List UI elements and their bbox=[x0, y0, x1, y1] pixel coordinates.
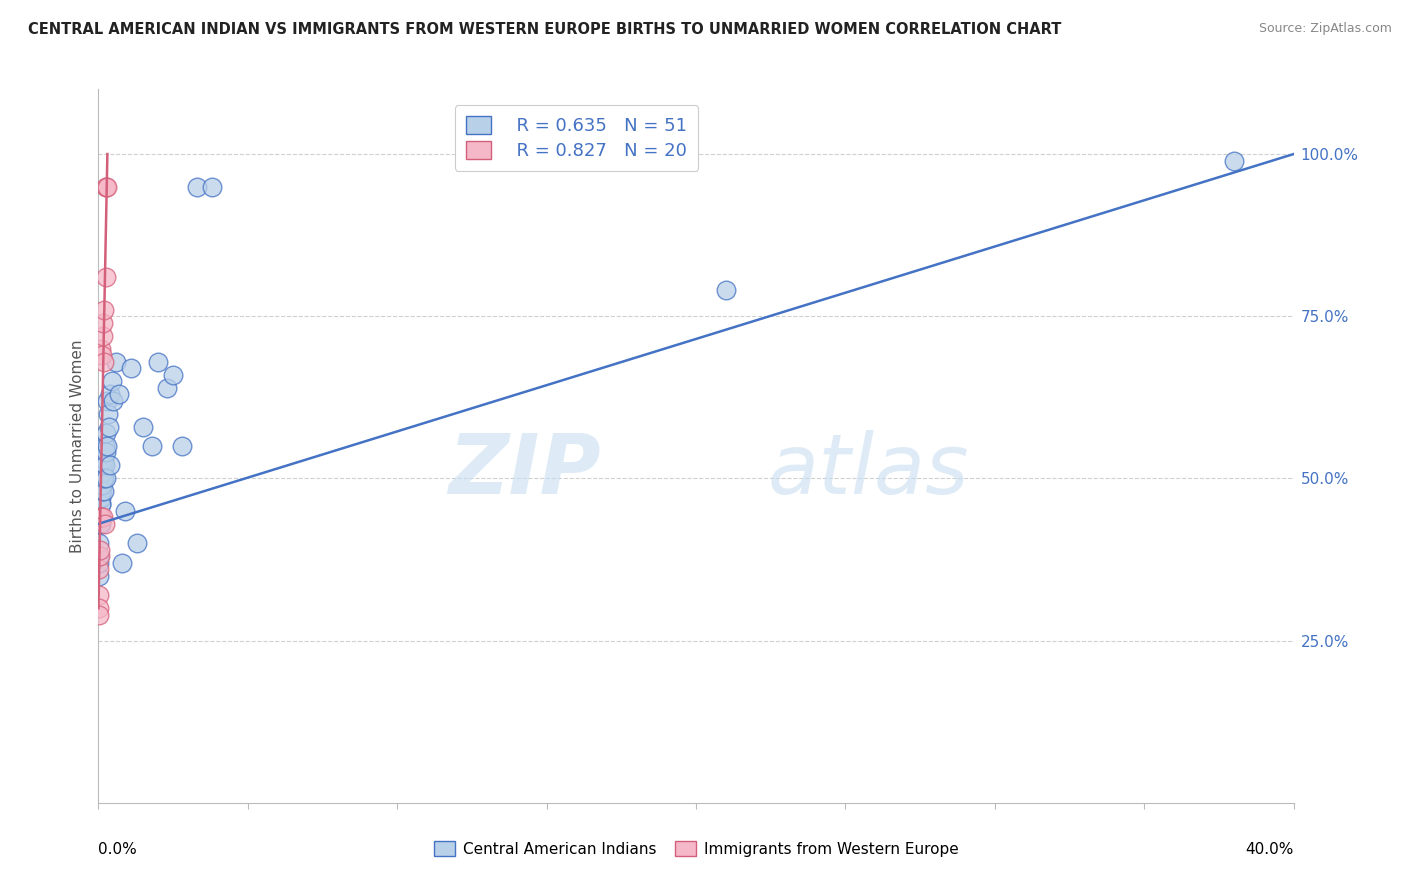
Point bbox=[120, 361, 142, 376]
Point bbox=[90, 510, 112, 524]
Text: ZIP: ZIP bbox=[447, 431, 600, 511]
Point bbox=[94, 458, 117, 473]
Point bbox=[94, 439, 117, 453]
Point bbox=[94, 471, 117, 485]
Point bbox=[89, 542, 111, 557]
Point bbox=[89, 497, 111, 511]
Point bbox=[97, 407, 120, 421]
Point bbox=[89, 549, 111, 564]
Point bbox=[108, 387, 131, 401]
Point bbox=[96, 179, 118, 194]
Point bbox=[114, 504, 136, 518]
Point bbox=[90, 510, 112, 524]
Point bbox=[186, 179, 208, 194]
Point bbox=[87, 601, 110, 615]
Point bbox=[90, 342, 112, 356]
Point bbox=[105, 354, 128, 368]
Point bbox=[89, 510, 111, 524]
Text: 0.0%: 0.0% bbox=[98, 842, 138, 857]
Point bbox=[96, 445, 118, 459]
Point bbox=[91, 510, 114, 524]
Point bbox=[127, 536, 149, 550]
Point bbox=[100, 387, 122, 401]
Point bbox=[93, 452, 115, 467]
Point bbox=[91, 471, 114, 485]
Point bbox=[93, 302, 115, 317]
Legend: Central American Indians, Immigrants from Western Europe: Central American Indians, Immigrants fro… bbox=[427, 835, 965, 863]
Point bbox=[100, 458, 122, 473]
Text: 40.0%: 40.0% bbox=[1246, 842, 1294, 857]
Point bbox=[96, 393, 118, 408]
Point bbox=[87, 556, 110, 570]
Point bbox=[96, 179, 118, 194]
Point bbox=[90, 516, 112, 531]
Point bbox=[201, 179, 224, 194]
Point bbox=[91, 458, 114, 473]
Point bbox=[156, 381, 179, 395]
Text: atlas: atlas bbox=[768, 431, 969, 511]
Text: CENTRAL AMERICAN INDIAN VS IMMIGRANTS FROM WESTERN EUROPE BIRTHS TO UNMARRIED WO: CENTRAL AMERICAN INDIAN VS IMMIGRANTS FR… bbox=[28, 22, 1062, 37]
Point bbox=[94, 425, 117, 440]
Point bbox=[1223, 153, 1246, 168]
Point bbox=[87, 549, 110, 564]
Point bbox=[94, 270, 117, 285]
Point bbox=[91, 478, 114, 492]
Point bbox=[93, 465, 115, 479]
Point bbox=[91, 328, 114, 343]
Point bbox=[96, 439, 118, 453]
Point bbox=[89, 510, 111, 524]
Point bbox=[93, 484, 115, 499]
Point bbox=[103, 393, 125, 408]
Text: Source: ZipAtlas.com: Source: ZipAtlas.com bbox=[1258, 22, 1392, 36]
Point bbox=[714, 283, 737, 297]
Point bbox=[87, 588, 110, 602]
Point bbox=[93, 354, 115, 368]
Point bbox=[91, 458, 114, 473]
Point bbox=[89, 516, 111, 531]
Point bbox=[132, 419, 155, 434]
Point bbox=[97, 419, 120, 434]
Point bbox=[91, 471, 114, 485]
Point bbox=[89, 607, 111, 622]
Point bbox=[162, 368, 184, 382]
Point bbox=[91, 484, 114, 499]
Point bbox=[101, 374, 124, 388]
Point bbox=[91, 348, 114, 362]
Point bbox=[148, 354, 170, 368]
Point bbox=[172, 439, 194, 453]
Point bbox=[93, 471, 115, 485]
Point bbox=[91, 316, 114, 330]
Point bbox=[89, 510, 111, 524]
Point bbox=[89, 536, 111, 550]
Point bbox=[94, 179, 117, 194]
Point bbox=[90, 491, 112, 505]
Point bbox=[87, 562, 110, 576]
Point bbox=[87, 568, 110, 582]
Point bbox=[94, 516, 117, 531]
Y-axis label: Births to Unmarried Women: Births to Unmarried Women bbox=[69, 339, 84, 553]
Point bbox=[141, 439, 163, 453]
Point bbox=[90, 497, 112, 511]
Point bbox=[111, 556, 134, 570]
